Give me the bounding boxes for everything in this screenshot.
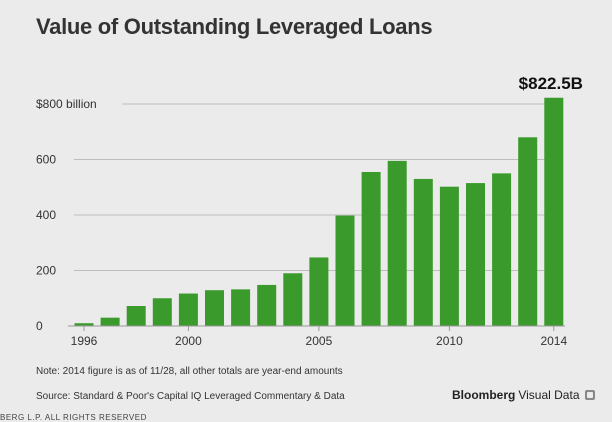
bar xyxy=(100,317,120,326)
bar xyxy=(309,257,329,326)
bar xyxy=(257,284,277,326)
bar xyxy=(413,178,433,326)
y-tick-label: 400 xyxy=(36,208,56,222)
bar xyxy=(283,273,303,326)
x-tick-label: 2010 xyxy=(436,334,463,348)
chart-title: Value of Outstanding Leveraged Loans xyxy=(36,14,433,39)
y-tick-label: 600 xyxy=(36,153,56,167)
bloomberg-logo-icon xyxy=(584,390,595,400)
bar xyxy=(178,293,198,326)
brand-suffix: Visual Data xyxy=(518,388,580,402)
bar xyxy=(126,306,146,326)
bar xyxy=(361,171,381,326)
chart-note: Note: 2014 figure is as of 11/28, all ot… xyxy=(36,366,343,377)
x-tick-label: 2000 xyxy=(175,334,202,348)
bar xyxy=(152,298,172,326)
bar xyxy=(492,173,512,326)
copyright-text: BERG L.P. ALL RIGHTS RESERVED xyxy=(0,413,147,422)
y-tick-label: 200 xyxy=(36,264,56,278)
bar xyxy=(231,289,251,326)
bar xyxy=(205,290,224,326)
x-tick-label: 2014 xyxy=(540,334,567,348)
x-tick-label: 1996 xyxy=(71,334,98,348)
bar xyxy=(518,137,538,326)
bar xyxy=(74,323,94,326)
bar xyxy=(387,160,407,326)
bar-chart: 0 200 400 600 $800 billion 1996 2000 2005 2010 20… xyxy=(36,74,583,348)
bar xyxy=(439,186,459,326)
bar xyxy=(466,183,485,326)
bar xyxy=(544,97,564,326)
data-label: $822.5B xyxy=(519,74,583,93)
y-tick-label: $800 billion xyxy=(36,97,97,111)
y-tick-label: 0 xyxy=(36,319,43,333)
brand-logo: Bloomberg Visual Data xyxy=(452,388,595,402)
x-tick-label: 2005 xyxy=(306,334,333,348)
bar xyxy=(335,215,355,326)
chart-source: Source: Standard & Poor's Capital IQ Lev… xyxy=(36,391,345,402)
brand-name: Bloomberg xyxy=(452,388,516,402)
